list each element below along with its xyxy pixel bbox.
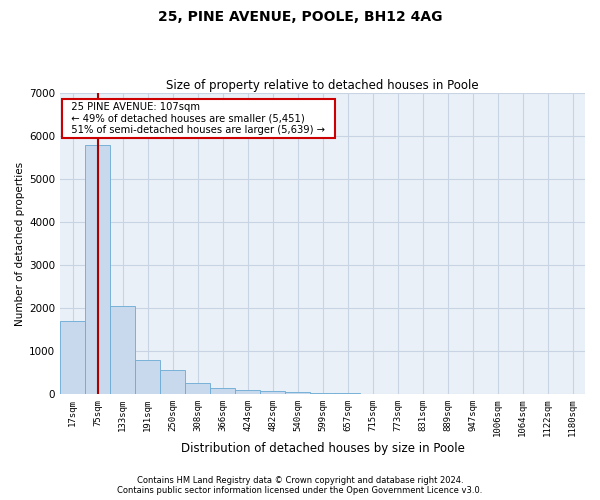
Bar <box>210 388 235 394</box>
Y-axis label: Number of detached properties: Number of detached properties <box>15 162 25 326</box>
Bar <box>110 306 135 394</box>
Bar <box>85 144 110 394</box>
Title: Size of property relative to detached houses in Poole: Size of property relative to detached ho… <box>166 79 479 92</box>
Text: 25, PINE AVENUE, POOLE, BH12 4AG: 25, PINE AVENUE, POOLE, BH12 4AG <box>158 10 442 24</box>
X-axis label: Distribution of detached houses by size in Poole: Distribution of detached houses by size … <box>181 442 464 455</box>
Text: 25 PINE AVENUE: 107sqm  
  ← 49% of detached houses are smaller (5,451)  
  51% : 25 PINE AVENUE: 107sqm ← 49% of detached… <box>65 102 332 136</box>
Text: Contains HM Land Registry data © Crown copyright and database right 2024.
Contai: Contains HM Land Registry data © Crown c… <box>118 476 482 495</box>
Bar <box>60 321 85 394</box>
Bar <box>260 390 285 394</box>
Bar <box>310 393 335 394</box>
Bar <box>135 360 160 394</box>
Bar <box>160 370 185 394</box>
Bar <box>285 392 310 394</box>
Bar <box>235 390 260 394</box>
Bar <box>185 383 210 394</box>
